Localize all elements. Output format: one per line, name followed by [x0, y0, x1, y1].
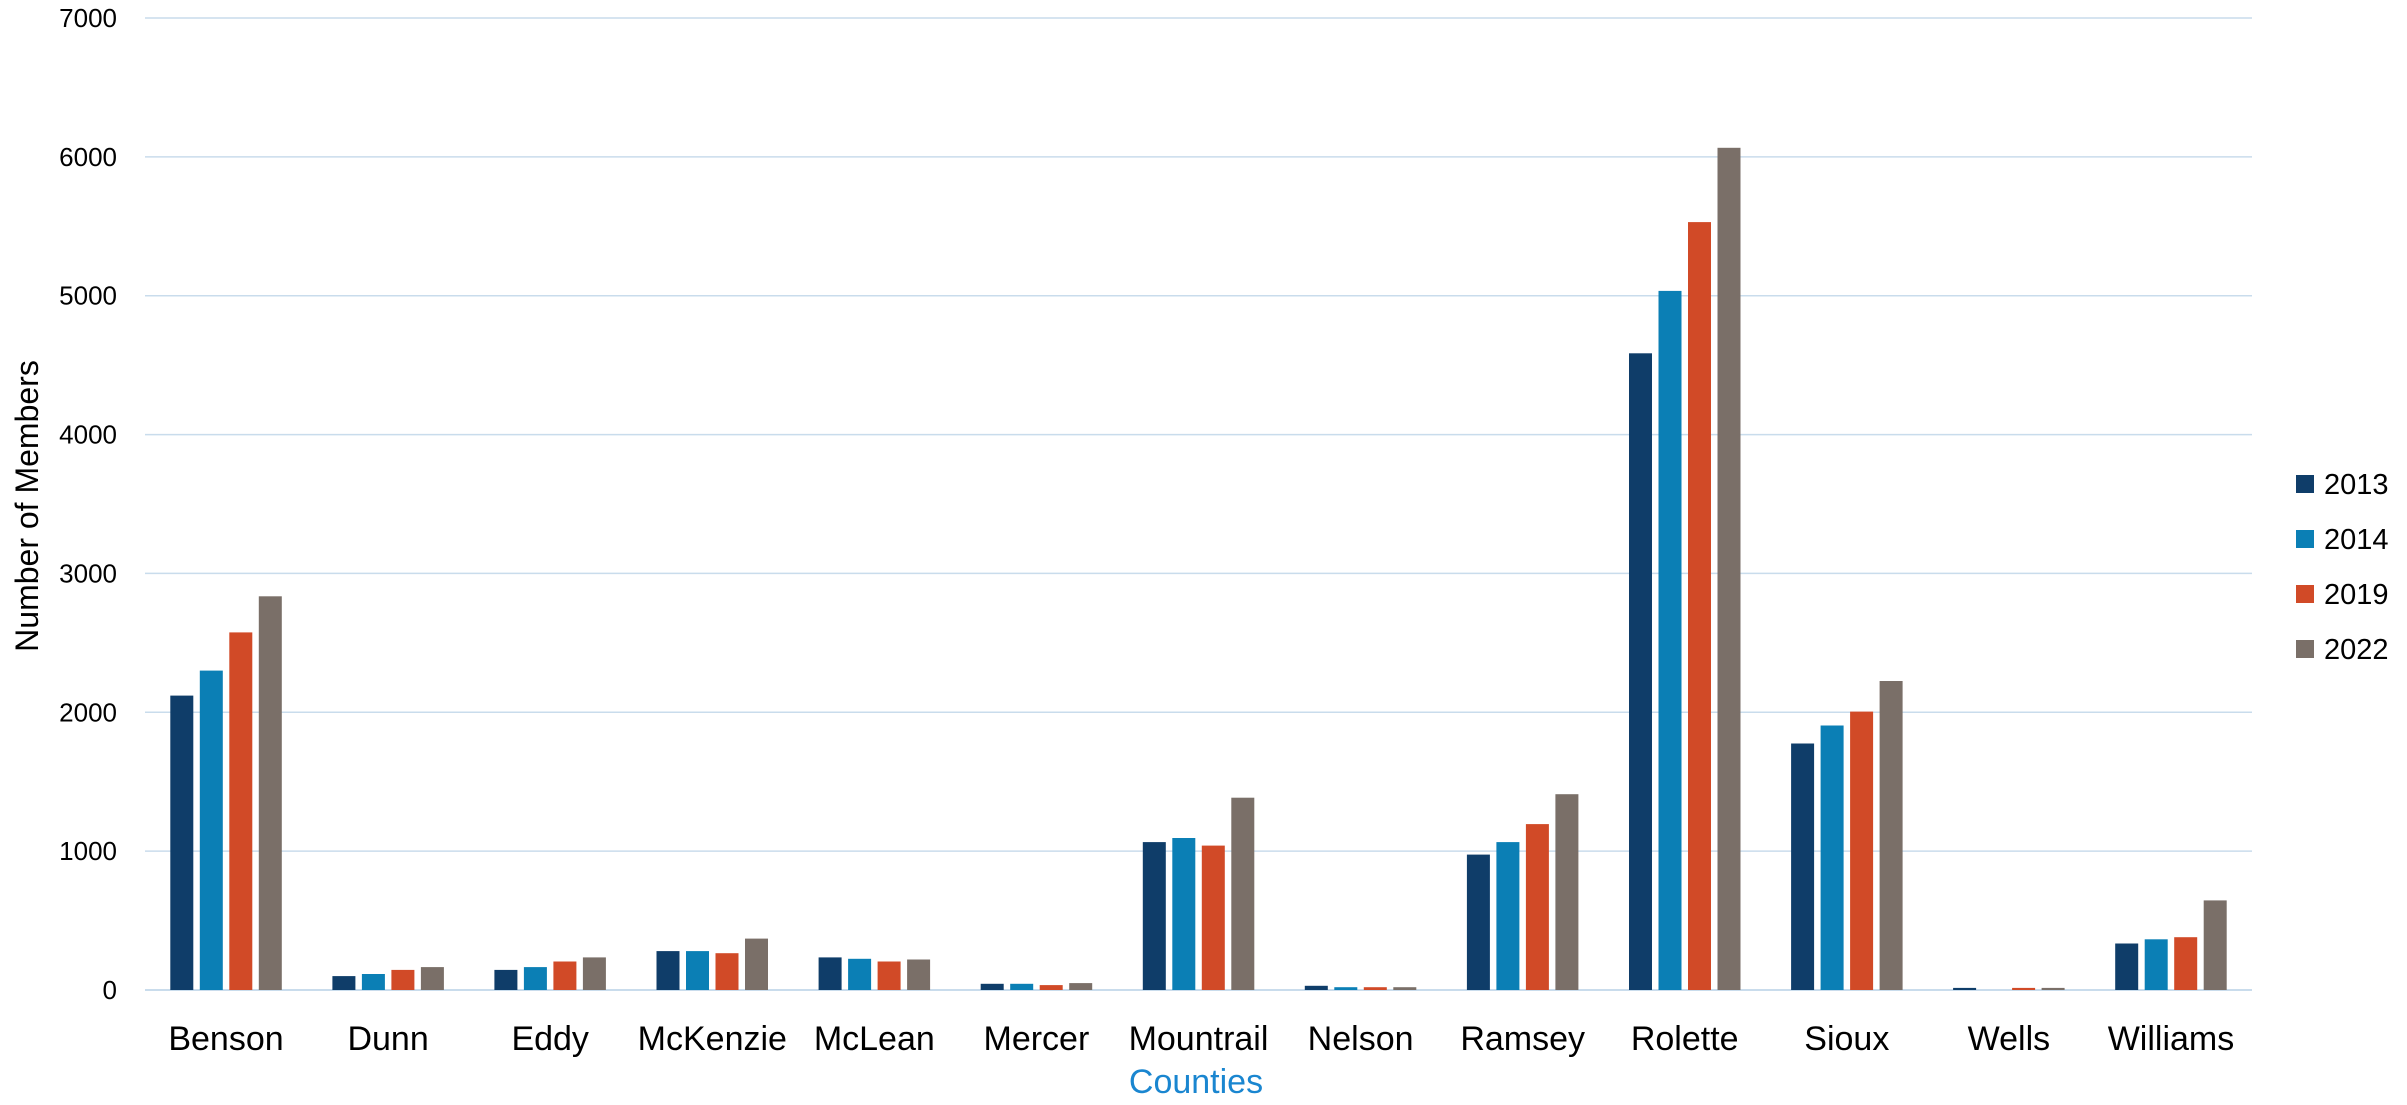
bar-wells-2013: [1953, 987, 1977, 990]
bar-mountrail-2014: [1172, 838, 1196, 990]
bar-mountrail-2013: [1142, 842, 1166, 990]
y-tick-labels: 0 1000 2000 3000 4000 5000 6000 7000: [59, 3, 117, 1005]
bar-benson-2019: [229, 632, 253, 990]
bar-mercer-2022: [1069, 983, 1093, 990]
bars: [170, 147, 2227, 991]
bar-sioux-2014: [1820, 725, 1844, 990]
bar-mountrail-2022: [1231, 797, 1255, 990]
y-tick-label: 2000: [59, 697, 117, 727]
bar-benson-2013: [170, 695, 194, 990]
bar-dunn-2014: [361, 974, 385, 990]
x-tick-label: McKenzie: [638, 1020, 787, 1058]
bar-ramsey-2019: [1525, 824, 1549, 990]
bar-wells-2022: [2041, 987, 2065, 990]
bar-mckenzie-2019: [715, 953, 739, 990]
bar-mckenzie-2013: [656, 951, 680, 990]
bar-sioux-2013: [1791, 743, 1815, 990]
legend-label-2014: 2014: [2324, 524, 2389, 556]
y-tick-label: 7000: [59, 3, 117, 33]
x-tick-label: Benson: [168, 1020, 283, 1058]
bar-nelson-2022: [1393, 987, 1417, 990]
bar-mclean-2014: [848, 958, 872, 990]
bar-rolette-2019: [1688, 222, 1711, 991]
bar-williams-2019: [2174, 937, 2198, 990]
bar-sioux-2019: [1850, 711, 1874, 990]
y-tick-label: 0: [103, 975, 117, 1005]
legend-swatch-2019: [2296, 585, 2314, 603]
bar-eddy-2014: [523, 967, 547, 990]
bar-rolette-2014: [1658, 290, 1682, 990]
bar-mclean-2013: [818, 957, 842, 990]
bar-nelson-2013: [1304, 985, 1328, 990]
legend-label-2013: 2013: [2324, 469, 2389, 501]
bar-ramsey-2022: [1555, 794, 1579, 990]
x-tick-label: Nelson: [1308, 1020, 1414, 1058]
bar-sioux-2022: [1879, 681, 1903, 990]
legend-swatch-2022: [2296, 640, 2314, 658]
x-tick-label: Wells: [1968, 1020, 2051, 1058]
x-tick-label: Mercer: [984, 1020, 1090, 1058]
bar-nelson-2014: [1334, 987, 1358, 990]
x-tick-label: Williams: [2108, 1020, 2235, 1058]
legend-label-2022: 2022: [2324, 634, 2389, 666]
legend-label-2019: 2019: [2324, 579, 2389, 611]
y-tick-label: 1000: [59, 836, 117, 866]
bar-mercer-2019: [1039, 985, 1063, 990]
x-tick-label: Sioux: [1804, 1020, 1889, 1058]
bar-benson-2022: [258, 596, 282, 990]
y-tick-label: 5000: [59, 281, 117, 311]
bar-eddy-2019: [553, 961, 577, 990]
bar-wells-2019: [2012, 987, 2036, 990]
x-tick-label: Ramsey: [1460, 1020, 1585, 1058]
x-tick-label: Eddy: [511, 1020, 589, 1058]
x-axis-title: Counties: [1129, 1063, 1263, 1101]
legend-swatch-2014: [2296, 530, 2314, 548]
y-tick-label: 6000: [59, 142, 117, 172]
bar-rolette-2022: [1717, 147, 1741, 991]
bar-mercer-2013: [980, 983, 1004, 990]
y-axis-title: Number of Members: [9, 360, 45, 652]
bar-rolette-2013: [1629, 353, 1652, 990]
y-tick-label: 3000: [59, 558, 117, 588]
bar-williams-2014: [2144, 939, 2168, 990]
legend-swatch-2013: [2296, 475, 2314, 493]
bar-williams-2013: [2115, 943, 2139, 990]
bar-dunn-2019: [391, 969, 415, 990]
bar-williams-2022: [2203, 900, 2227, 990]
bar-mckenzie-2022: [745, 938, 768, 990]
x-tick-label: Mountrail: [1129, 1020, 1269, 1058]
bar-nelson-2019: [1363, 987, 1387, 990]
x-tick-label: McLean: [814, 1020, 935, 1058]
bar-mountrail-2019: [1201, 845, 1225, 990]
bar-eddy-2022: [582, 957, 606, 990]
bar-mclean-2022: [907, 959, 931, 990]
legend: 2013 2014 2019 2022: [2296, 469, 2389, 666]
bar-mckenzie-2014: [686, 951, 709, 990]
x-tick-label: Dunn: [347, 1020, 428, 1058]
bar-eddy-2013: [494, 969, 518, 990]
bar-ramsey-2014: [1496, 842, 1520, 990]
x-tick-labels: Benson Dunn Eddy McKenzie McLean Mercer Mountr…: [168, 1020, 2234, 1058]
bar-mercer-2014: [1010, 983, 1034, 990]
bar-dunn-2022: [420, 967, 444, 990]
bar-dunn-2013: [332, 976, 356, 990]
grid-lines: [145, 17, 2252, 991]
y-tick-label: 4000: [59, 420, 117, 450]
bar-benson-2014: [199, 670, 223, 990]
x-tick-label: Rolette: [1631, 1020, 1739, 1058]
bar-mclean-2019: [877, 961, 901, 990]
bar-ramsey-2013: [1466, 854, 1490, 990]
